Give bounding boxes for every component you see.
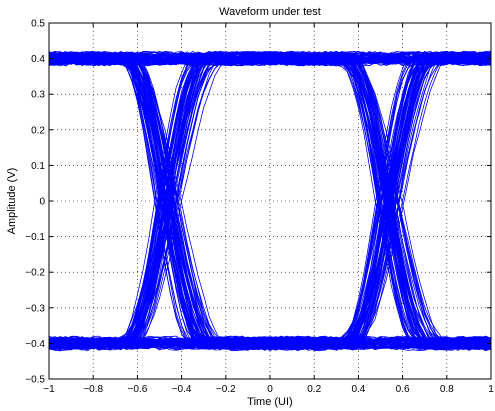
y-tick-label: 0.2 bbox=[31, 125, 45, 136]
y-tick-label: 0.5 bbox=[31, 19, 45, 30]
y-axis-label: Amplitude (V) bbox=[6, 168, 18, 235]
waveform-trace bbox=[49, 55, 491, 351]
y-tick-label: −0.1 bbox=[25, 232, 45, 243]
x-tick-label: 1 bbox=[488, 384, 494, 395]
x-tick-label: −0.4 bbox=[172, 384, 192, 395]
waveform-trace bbox=[49, 58, 491, 64]
x-tick-label: 0.8 bbox=[440, 384, 454, 395]
y-tick-label: −0.3 bbox=[25, 303, 45, 314]
axis-ticks: −1 −0.8 −0.6 −0.4 −0.2 0 0.2 0.4 0.6 0.8 1 −0.5 −0.4… bbox=[25, 19, 494, 396]
waveform-trace bbox=[49, 335, 491, 341]
chart-title: Waveform under test bbox=[219, 6, 321, 18]
y-tick-label: 0 bbox=[39, 197, 45, 208]
waveform-trace bbox=[49, 51, 491, 349]
waveform-trace bbox=[49, 336, 491, 342]
x-tick-label: −1 bbox=[43, 384, 55, 395]
x-tick-label: −0.2 bbox=[216, 384, 236, 395]
waveform-trace bbox=[49, 53, 491, 348]
x-tick-label: 0.6 bbox=[396, 384, 410, 395]
waveform-trace bbox=[49, 53, 491, 347]
waveform-trace bbox=[49, 56, 491, 344]
x-tick-label: 0 bbox=[267, 384, 273, 395]
x-axis-label: Time (UI) bbox=[247, 396, 292, 408]
y-tick-label: −0.4 bbox=[25, 339, 45, 350]
y-tick-label: −0.5 bbox=[25, 375, 45, 386]
waveform-trace bbox=[49, 52, 491, 351]
y-tick-label: −0.2 bbox=[25, 268, 45, 279]
waveform-traces bbox=[49, 50, 491, 352]
x-tick-label: 0.4 bbox=[351, 384, 365, 395]
waveform-trace bbox=[49, 50, 491, 345]
x-tick-label: 0.2 bbox=[307, 384, 321, 395]
x-tick-label: −0.6 bbox=[128, 384, 148, 395]
waveform-trace bbox=[49, 52, 491, 349]
y-tick-label: 0.3 bbox=[31, 90, 45, 101]
x-tick-label: −0.8 bbox=[83, 384, 103, 395]
y-tick-label: 0.1 bbox=[31, 161, 45, 172]
waveform-trace bbox=[49, 54, 491, 342]
y-tick-label: 0.4 bbox=[31, 54, 45, 65]
